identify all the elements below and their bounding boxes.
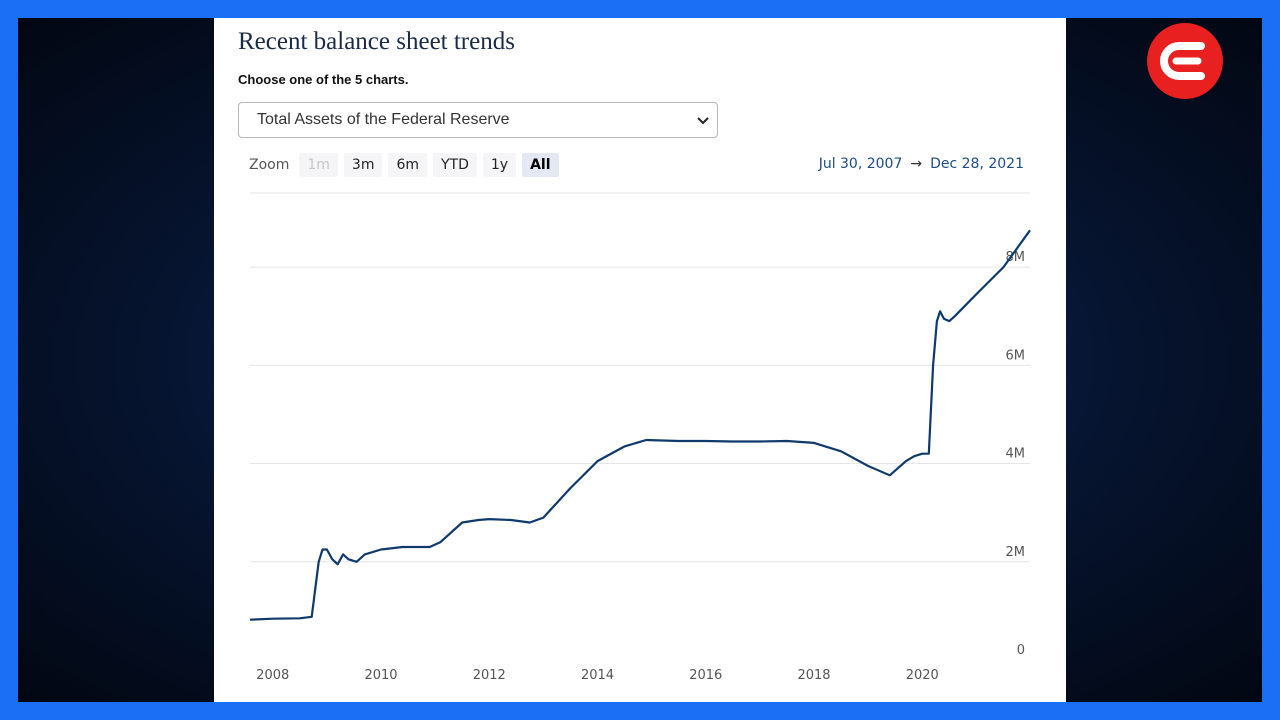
range-arrow: → bbox=[910, 156, 923, 172]
zoom-6m-button[interactable]: 6m bbox=[388, 153, 427, 177]
chart-select-value: Total Assets of the Federal Reserve bbox=[257, 111, 510, 128]
x-tick-label: 2018 bbox=[797, 668, 830, 683]
zoom-1m-button[interactable]: 1m bbox=[299, 153, 338, 177]
chart-panel: Recent balance sheet trends Choose one o… bbox=[214, 18, 1066, 702]
y-tick-label: 6M bbox=[1006, 348, 1026, 363]
zoom-1y-button[interactable]: 1y bbox=[482, 153, 517, 177]
range-end-date[interactable]: Dec 28, 2021 bbox=[930, 156, 1024, 172]
y-tick-label: 0 bbox=[1017, 643, 1025, 658]
date-range: Jul 30, 2007 → Dec 28, 2021 bbox=[819, 156, 1024, 172]
x-tick-label: 2014 bbox=[581, 668, 614, 683]
chevron-down-icon bbox=[697, 117, 709, 125]
y-tick-label: 4M bbox=[1006, 447, 1026, 462]
y-tick-label: 2M bbox=[1006, 545, 1026, 560]
zoom-all-button[interactable]: All bbox=[522, 153, 559, 177]
zoom-3m-button[interactable]: 3m bbox=[343, 153, 383, 177]
total-assets-line bbox=[249, 229, 1031, 621]
x-tick-label: 2020 bbox=[906, 668, 939, 683]
y-tick-label: 8M bbox=[1006, 250, 1026, 265]
x-tick-label: 2012 bbox=[473, 668, 506, 683]
chart-chooser-label: Choose one of the 5 charts. bbox=[238, 72, 409, 87]
x-tick-label: 2008 bbox=[256, 668, 289, 683]
chart-select-dropdown[interactable]: Total Assets of the Federal Reserve bbox=[238, 102, 718, 138]
zoom-label: Zoom bbox=[249, 157, 290, 173]
zoom-controls: Zoom 1m 3m 6m YTD 1y All bbox=[249, 152, 559, 178]
range-start-date[interactable]: Jul 30, 2007 bbox=[818, 156, 903, 172]
page-title: Recent balance sheet trends bbox=[238, 28, 515, 55]
zoom-ytd-button[interactable]: YTD bbox=[433, 153, 477, 177]
balance-sheet-chart: 0 2M 4M 6M 8M 2008 2010 2012 2014 2016 2018 2020 bbox=[249, 192, 1031, 683]
brand-logo-icon bbox=[1147, 23, 1223, 99]
x-tick-label: 2016 bbox=[689, 668, 722, 683]
x-tick-label: 2010 bbox=[364, 668, 397, 683]
background-frame: Recent balance sheet trends Choose one o… bbox=[18, 18, 1262, 702]
